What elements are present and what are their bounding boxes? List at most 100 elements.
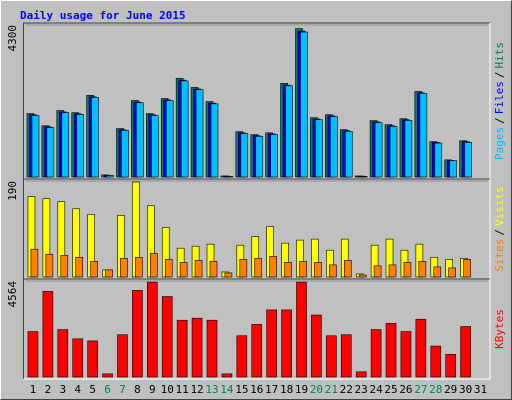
legend-entry: Pages — [493, 127, 506, 160]
bar — [389, 126, 398, 178]
bar — [344, 131, 353, 178]
bar — [239, 259, 248, 278]
bar — [224, 272, 233, 278]
bar — [91, 97, 99, 178]
x-tick-label: 22 — [340, 383, 353, 396]
x-tick-label: 7 — [119, 383, 126, 396]
x-tick-label: 14 — [220, 383, 234, 396]
bar — [60, 254, 69, 278]
bar — [31, 115, 40, 178]
x-tick-label: 18 — [280, 383, 293, 396]
bar — [176, 319, 188, 378]
bar — [87, 340, 98, 378]
x-tick-label: 2 — [45, 383, 52, 396]
bar — [314, 262, 322, 278]
x-tick-label: 23 — [355, 383, 368, 396]
bar — [61, 112, 70, 178]
bar — [90, 261, 98, 278]
bar — [355, 371, 367, 378]
bar — [415, 318, 427, 378]
bar — [30, 248, 39, 278]
bar — [165, 100, 174, 178]
bar — [430, 345, 442, 378]
bar — [240, 133, 249, 178]
bar — [404, 120, 413, 178]
bar — [254, 258, 263, 278]
x-tick-label: 24 — [369, 383, 383, 396]
bar — [27, 331, 39, 378]
bar — [460, 326, 471, 378]
x-tick-label: 27 — [414, 383, 427, 396]
bar — [46, 127, 55, 178]
bar — [299, 261, 307, 278]
bar — [57, 329, 69, 378]
legend-separator: / — [493, 229, 506, 236]
legend-entry: KBytes — [493, 309, 506, 349]
bar — [448, 267, 457, 278]
bar — [464, 142, 472, 178]
bar — [281, 309, 292, 378]
panel-border — [23, 178, 490, 279]
legend-entry: Sites — [493, 239, 506, 272]
bar — [269, 255, 277, 278]
bar — [370, 329, 382, 378]
x-tick-label: 19 — [295, 383, 308, 396]
legend-separator: / — [493, 72, 506, 79]
bar — [132, 290, 143, 378]
bar — [311, 314, 322, 378]
bar — [75, 256, 84, 278]
x-tick-label: 30 — [459, 383, 472, 396]
x-tick-label: 29 — [444, 383, 457, 396]
bar — [221, 373, 233, 378]
bar — [434, 142, 443, 178]
x-tick-label: 10 — [161, 383, 174, 396]
x-tick-label: 1 — [30, 383, 37, 396]
bar — [388, 264, 397, 278]
bar — [373, 265, 382, 278]
x-tick-label: 8 — [134, 383, 141, 396]
bar — [102, 373, 113, 378]
x-tick-label: 12 — [190, 383, 203, 396]
bar — [42, 291, 54, 378]
bar — [255, 136, 264, 178]
bar — [161, 296, 173, 378]
legend-entry: Visits — [493, 186, 506, 226]
x-tick-label: 4 — [74, 383, 81, 396]
bar — [179, 262, 188, 278]
legend-separator: / — [493, 117, 506, 124]
x-tick-label: 9 — [149, 383, 156, 396]
bar — [343, 260, 352, 278]
bar — [326, 335, 337, 378]
bar — [147, 281, 158, 378]
x-tick-label: 13 — [205, 383, 218, 396]
bar — [206, 319, 218, 378]
x-tick-label: 6 — [104, 383, 111, 396]
x-tick-label: 26 — [399, 383, 412, 396]
legend-entry: Hits — [493, 42, 506, 69]
bar — [374, 122, 383, 178]
bar — [45, 253, 54, 278]
x-tick-label: 31 — [474, 383, 487, 396]
legend: KBytes — [493, 309, 506, 349]
bar — [270, 134, 278, 178]
bar — [236, 335, 248, 378]
bar — [418, 261, 427, 278]
bar — [449, 160, 458, 178]
x-tick-label: 28 — [429, 383, 442, 396]
panel-border — [23, 279, 491, 380]
bar — [195, 89, 204, 178]
bar — [136, 102, 144, 178]
bar — [151, 115, 159, 178]
bar — [329, 264, 337, 278]
bar — [300, 31, 308, 178]
x-tick-label: 3 — [59, 383, 66, 396]
x-tick-label: 16 — [250, 383, 263, 396]
panel-border — [23, 278, 490, 379]
bar — [76, 114, 85, 178]
bar — [194, 260, 203, 278]
bar — [358, 274, 367, 278]
legend: Sites / Visits — [493, 186, 506, 272]
bar — [296, 281, 307, 378]
bar — [135, 256, 143, 278]
x-tick-label: 21 — [325, 383, 338, 396]
